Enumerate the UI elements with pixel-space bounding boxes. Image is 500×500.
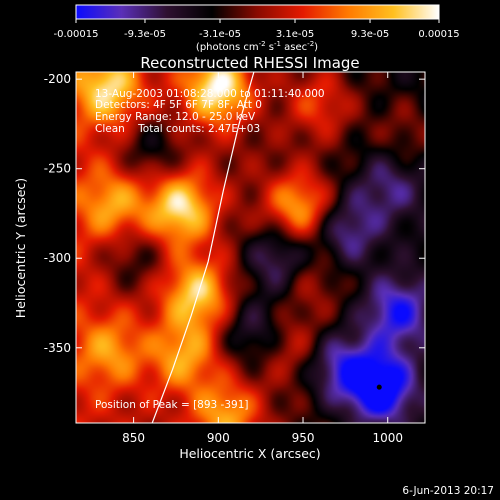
peak-marker — [376, 384, 382, 390]
colorbar-units: (photons cm-2 s-1 asec-2) — [196, 40, 318, 53]
x-tick-label: 900 — [207, 431, 230, 445]
annotation-counts: Clean Total counts: 2.47E+03 — [95, 123, 260, 135]
chart-title: Reconstructed RHESSI Image — [140, 54, 359, 72]
colorbar-ticks: -0.00015 -9.3e-05 -3.1e-05 3.1e-05 9.3e-05 0.… — [54, 19, 460, 40]
y-tick-label: -200 — [44, 72, 71, 86]
plot-frame — [75, 71, 426, 424]
x-tick-label: 950 — [292, 431, 315, 445]
solar-limb-curve — [151, 72, 255, 423]
x-tick-label: 1000 — [372, 431, 403, 445]
heatmap-image — [76, 72, 425, 423]
colorbar-tick-label: -3.1e-05 — [199, 29, 241, 40]
x-axis-title: Heliocentric X (arcsec) — [179, 446, 320, 461]
axis-ticks: 850 900 950 1000 -200 -250 -300 -350 — [44, 72, 425, 445]
y-tick-label: -350 — [44, 341, 71, 355]
colorbar-tick-label: -0.00015 — [54, 29, 99, 40]
x-tick-label: 850 — [122, 431, 145, 445]
colorbar-tick-label: -9.3e-05 — [124, 29, 166, 40]
colorbar-tick-label: 0.00015 — [418, 29, 459, 40]
colorbar-tick-label: 3.1e-05 — [276, 29, 314, 40]
y-tick-label: -300 — [44, 251, 71, 265]
colorbar-tick-label: 9.3e-05 — [351, 29, 389, 40]
annotation-energy: Energy Range: 12.0 - 25.0 keV — [95, 111, 256, 123]
annotation-time: 13-Aug-2003 01:08:28.000 to 01:11:40.000 — [95, 88, 325, 100]
peak-position-label: Position of Peak = [893 -391] — [95, 399, 249, 411]
footer-date: 6-Jun-2013 20:17 — [402, 485, 494, 497]
y-axis-title: Heliocentric Y (arcsec) — [13, 178, 28, 318]
annotation-detectors: Detectors: 4F 5F 6F 7F 8F, Att 0 — [95, 99, 262, 111]
colorbar — [75, 4, 440, 20]
y-tick-label: -250 — [44, 162, 71, 176]
